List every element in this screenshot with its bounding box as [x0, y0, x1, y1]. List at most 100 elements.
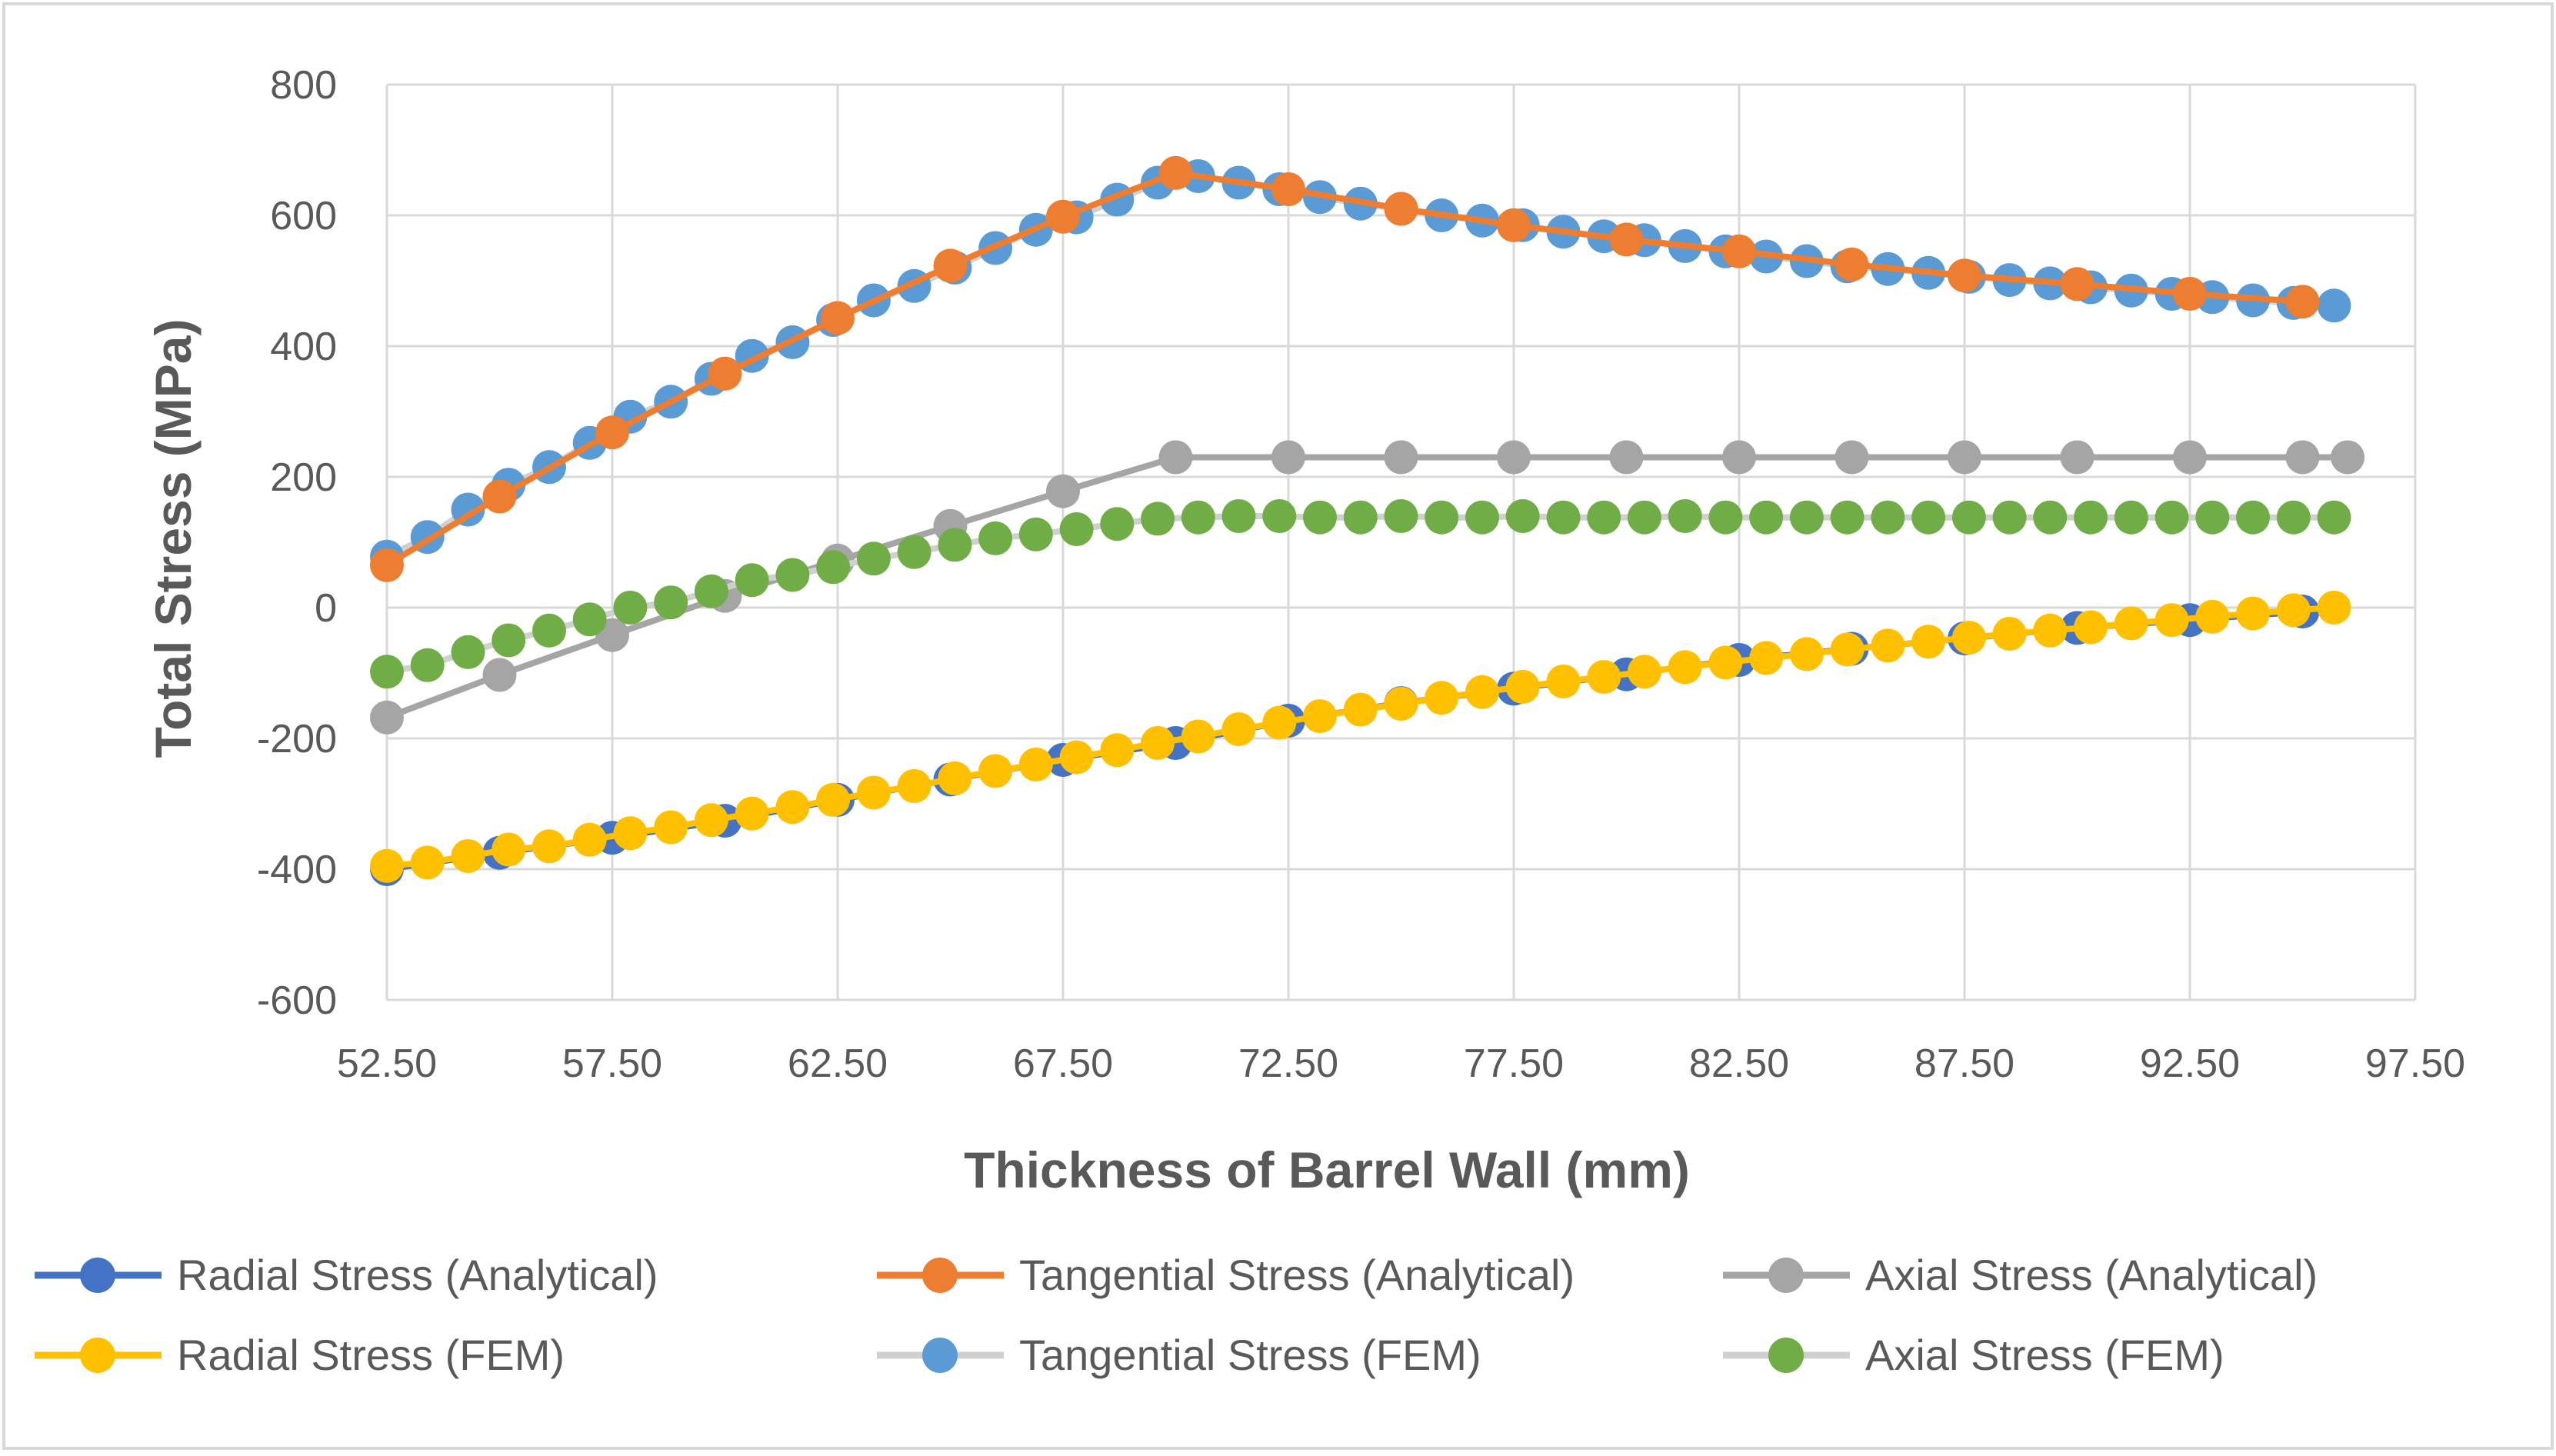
data-point [1465, 500, 1499, 535]
data-point [2173, 277, 2207, 311]
x-tick-label: 87.50 [1915, 1041, 2014, 1086]
data-point [1059, 740, 1094, 775]
data-point [1749, 500, 1784, 535]
series-6 [370, 499, 2351, 689]
data-point [2285, 440, 2320, 475]
data-point [694, 574, 728, 608]
legend-label: Tangential Stress (Analytical) [1019, 1251, 1575, 1299]
data-point [1835, 247, 1869, 282]
data-point [482, 479, 517, 514]
x-tick-label: 82.50 [1689, 1041, 1789, 1086]
data-point [2331, 440, 2365, 475]
data-point [1384, 687, 1418, 721]
data-point [735, 563, 769, 598]
y-tick-label: -400 [257, 848, 337, 892]
x-tick-label: 67.50 [1013, 1041, 1113, 1086]
data-point [1158, 155, 1193, 190]
legend-label: Radial Stress (FEM) [177, 1331, 565, 1379]
data-point [572, 602, 607, 637]
data-point [1948, 440, 1981, 475]
data-point [1789, 637, 1824, 671]
data-point [595, 415, 629, 450]
x-tick-label: 77.50 [1464, 1041, 1564, 1086]
data-point [2060, 267, 2094, 302]
data-point [938, 528, 972, 562]
data-point [1749, 641, 1784, 675]
data-point [654, 810, 688, 845]
data-point [654, 585, 688, 620]
data-point [2236, 500, 2270, 535]
data-point [1948, 258, 1981, 293]
data-point [1141, 501, 1175, 536]
data-point [1384, 440, 1418, 475]
data-point [856, 775, 891, 810]
data-point [1271, 172, 1305, 206]
data-point [1871, 628, 1905, 663]
data-point [1708, 645, 1743, 680]
x-tick-label: 52.50 [337, 1041, 437, 1086]
data-point [1609, 222, 1644, 257]
data-point [1059, 512, 1094, 546]
legend-item: Radial Stress (FEM) [35, 1331, 565, 1379]
legend-item: Tangential Stress (FEM) [877, 1331, 1481, 1379]
data-point [2060, 440, 2094, 475]
data-point [1722, 234, 1756, 268]
data-point [1627, 655, 1661, 689]
data-point [1465, 675, 1499, 709]
data-point [370, 548, 404, 582]
data-point [933, 248, 968, 283]
data-point [1830, 500, 1865, 535]
data-point [938, 761, 972, 795]
data-point [2033, 613, 2068, 648]
data-point [532, 829, 566, 864]
y-tick-label: 800 [270, 63, 337, 108]
data-point [1384, 499, 1418, 533]
data-point [2285, 285, 2320, 319]
data-point [694, 803, 728, 838]
data-point [1303, 500, 1337, 535]
y-axis-title: Total Stress (MPa) [145, 319, 202, 758]
x-tick-label: 62.50 [788, 1041, 888, 1086]
legend-marker [1768, 1338, 1804, 1373]
data-point [1951, 500, 1986, 535]
data-point [370, 848, 404, 883]
y-tick-label: -600 [257, 978, 337, 1023]
legend-label: Tangential Stress (FEM) [1019, 1331, 1481, 1379]
data-point [2154, 500, 2189, 535]
data-point [1018, 517, 1053, 551]
data-point [482, 658, 517, 692]
data-point [1497, 208, 1531, 242]
series-4 [370, 591, 2351, 883]
data-point [572, 822, 607, 857]
data-point [1587, 500, 1621, 535]
data-point [1141, 726, 1175, 760]
series-2 [370, 155, 2320, 582]
y-tick-label: -200 [257, 717, 337, 761]
legend-marker [80, 1258, 115, 1293]
data-point [2033, 500, 2068, 535]
series-line [385, 169, 2303, 568]
data-point [1668, 499, 1702, 533]
data-point [2154, 603, 2189, 638]
x-tick-label: 97.50 [2365, 1041, 2465, 1086]
data-point [2276, 593, 2311, 628]
data-point [1343, 692, 1378, 727]
legend-label: Radial Stress (Analytical) [177, 1251, 658, 1299]
data-point [410, 845, 445, 880]
legend-item: Axial Stress (FEM) [1723, 1331, 2224, 1379]
data-point [2114, 500, 2148, 535]
data-point [1046, 199, 1080, 234]
legend: Radial Stress (Analytical) Tangential Str… [35, 1251, 2318, 1379]
data-point [1835, 440, 1869, 475]
data-point [2276, 500, 2311, 535]
legend-marker [922, 1258, 958, 1293]
data-point [370, 655, 404, 689]
data-point [897, 535, 931, 569]
data-point [1911, 500, 1946, 535]
data-point [1262, 705, 1297, 740]
data-point [1546, 665, 1581, 698]
data-point [1627, 500, 1661, 535]
data-point [897, 769, 931, 803]
